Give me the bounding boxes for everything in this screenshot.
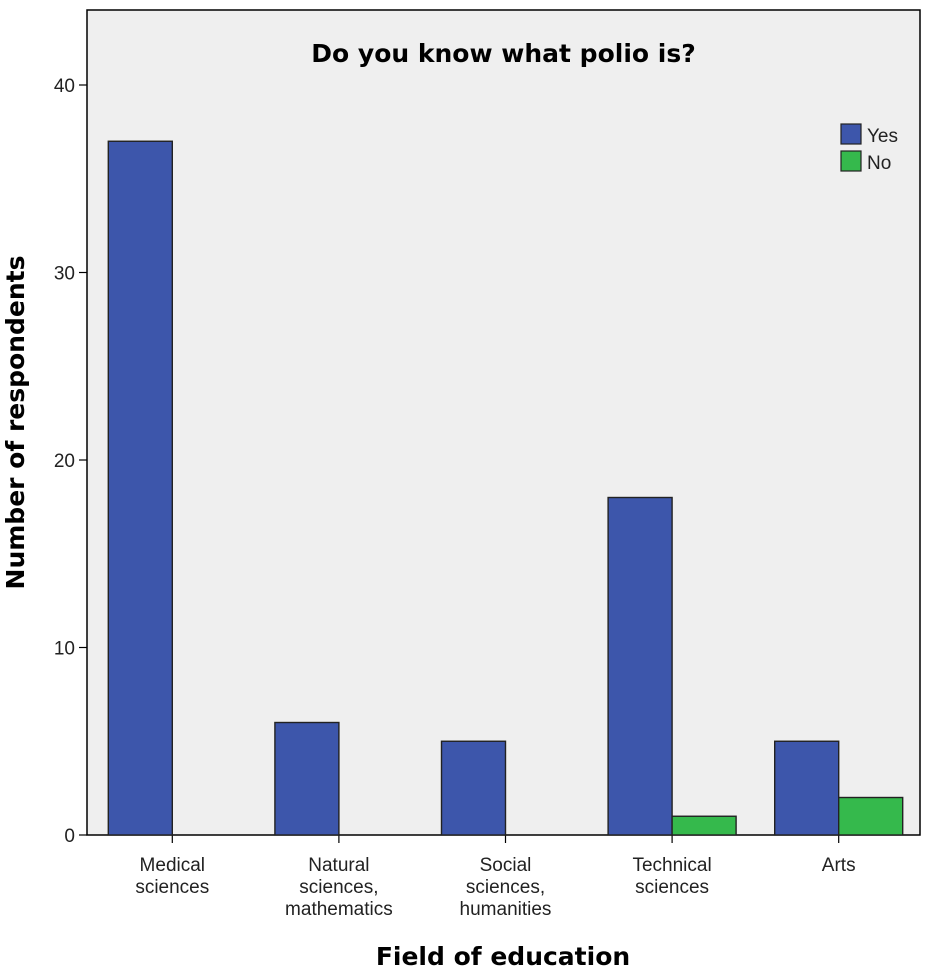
y-axis: 0 10 20 30 40: [54, 76, 87, 847]
legend-swatch-yes: [840, 123, 862, 145]
plot-area: [86, 9, 921, 836]
bar-yes: [607, 496, 673, 836]
legend: Yes No: [840, 123, 898, 174]
x-tick-label: Arts: [822, 855, 856, 876]
bar-no: [671, 815, 737, 836]
x-tick-label: Natural sciences, mathematics: [285, 855, 393, 920]
bar-yes: [440, 740, 507, 836]
bar-yes: [774, 740, 840, 836]
bars: [107, 140, 904, 836]
y-tick-label: 30: [54, 264, 75, 285]
y-tick-label: 20: [54, 451, 75, 472]
bar-no: [838, 796, 904, 836]
legend-label-no: No: [867, 153, 891, 174]
y-axis-title: Number of respondents: [1, 256, 30, 590]
y-tick-label: 10: [54, 639, 75, 660]
x-tick-label: Social sciences, humanities: [460, 855, 552, 920]
x-tick-label: Medical sciences: [135, 855, 209, 898]
y-tick-label: 40: [54, 76, 75, 97]
legend-label-yes: Yes: [867, 126, 898, 147]
legend-swatch-no: [840, 150, 862, 172]
bar-yes: [274, 721, 340, 836]
chart-title: Do you know what polio is?: [311, 39, 695, 68]
x-axis-title: Field of education: [376, 942, 630, 971]
x-tick-label: Technical sciences: [632, 855, 711, 898]
x-axis: Medical sciences Natural sciences, mathemati…: [135, 835, 856, 920]
bar-yes: [107, 140, 174, 836]
y-tick-label: 0: [64, 826, 75, 847]
